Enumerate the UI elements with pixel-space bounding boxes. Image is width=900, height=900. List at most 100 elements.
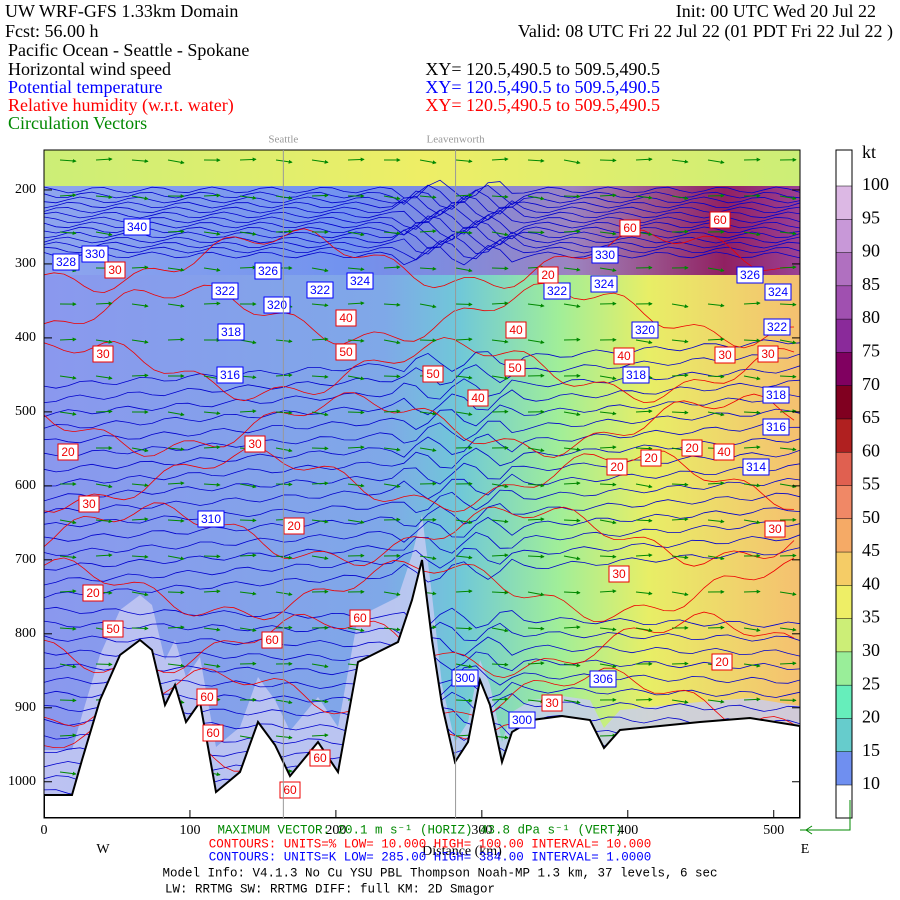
contour-label-box	[590, 275, 618, 293]
circulation-vector	[311, 519, 329, 524]
contour-label-box	[279, 781, 301, 799]
contour-label-box	[467, 389, 489, 407]
circulation-vector	[779, 339, 797, 345]
circulation-vector	[347, 375, 365, 381]
forecast-hour: Fcst: 56.00 h	[5, 21, 99, 41]
contour-label: 50	[339, 345, 353, 359]
circulation-vector	[311, 733, 329, 738]
colorbar-band	[836, 618, 852, 652]
colorbar-band	[836, 252, 852, 286]
circulation-vector	[383, 339, 401, 345]
circulation-vector	[491, 662, 509, 667]
circulation-vector	[599, 663, 617, 669]
circulation-vector	[95, 157, 113, 162]
circulation-vector	[419, 447, 437, 453]
circulation-vector	[599, 231, 617, 236]
contour-label-box	[261, 631, 283, 649]
circulation-vector	[347, 519, 365, 525]
contour-label-box	[757, 345, 779, 363]
circulation-vector	[275, 373, 293, 378]
circulation-vector	[671, 410, 689, 415]
contour-label: 60	[200, 690, 214, 704]
colorbar-band	[836, 319, 852, 353]
circulation-vector	[491, 339, 509, 344]
circulation-vector	[743, 445, 761, 450]
contour-label-box	[202, 724, 224, 742]
circulation-vector	[59, 231, 77, 236]
circulation-vector	[671, 339, 689, 344]
isentrope	[44, 214, 800, 236]
colorbar-band	[836, 718, 852, 752]
circulation-vector	[779, 265, 797, 270]
contour-label-box	[504, 359, 526, 377]
west-label: W	[96, 842, 110, 857]
circulation-vector	[563, 267, 581, 272]
circulation-vector	[455, 337, 473, 342]
circulation-vector	[527, 626, 545, 631]
circulation-vector	[311, 411, 329, 417]
circulation-vector	[347, 157, 365, 162]
field-section: XY= 120.5,490.5 to 509.5,490.5	[425, 95, 660, 115]
colorbar-band	[836, 385, 852, 419]
contour-label: 30	[612, 567, 626, 581]
circulation-vector	[275, 735, 293, 740]
contour-label-box	[123, 218, 151, 236]
contour-label-box	[619, 219, 641, 237]
init-time: Init: 00 UTC Wed 20 Jul 22	[676, 1, 876, 21]
contour-label-box	[283, 517, 305, 535]
colorbar-band	[836, 685, 852, 719]
circulation-vector	[167, 625, 185, 630]
circulation-vector	[563, 518, 581, 523]
colorbar-tick-label: 20	[862, 707, 880, 727]
circulation-vector	[527, 699, 545, 704]
circulation-vector	[203, 589, 221, 594]
contour-label-box	[81, 245, 109, 263]
isentrope	[44, 209, 800, 230]
colorbar-tick-label: 55	[862, 474, 880, 494]
circulation-vector	[671, 482, 689, 487]
contour-label: 40	[339, 311, 353, 325]
circulation-vector	[743, 301, 761, 306]
circulation-vector	[383, 409, 401, 414]
colorbar-band	[836, 352, 852, 386]
circulation-vector	[311, 337, 329, 342]
contour-label: 320	[635, 323, 655, 337]
terrain	[44, 559, 800, 818]
contour-label-box	[346, 272, 374, 290]
circulation-vector	[311, 374, 329, 379]
circulation-vector	[311, 481, 329, 486]
circulation-vector	[635, 409, 653, 414]
circulation-vector	[347, 627, 365, 633]
circulation-vector	[707, 411, 725, 417]
east-label: E	[801, 842, 810, 857]
circulation-vector	[491, 157, 509, 162]
contour-label: 20	[610, 460, 624, 474]
circulation-vector	[707, 699, 725, 704]
contour-label-box	[216, 366, 244, 384]
contour-label: 40	[617, 349, 631, 363]
y-tick-label: 500	[15, 404, 36, 419]
colorbar-label: kt	[862, 142, 876, 162]
circulation-vector	[131, 339, 149, 344]
x-tick-label: 500	[763, 823, 784, 838]
circulation-vector	[527, 591, 545, 597]
circulation-vector	[383, 302, 401, 307]
circulation-vector	[707, 374, 725, 379]
contour-label-box	[335, 309, 357, 327]
colorbar-tick-label: 40	[862, 573, 880, 593]
circulation-vector	[167, 159, 185, 165]
circulation-vector	[59, 771, 77, 776]
circulation-vector	[671, 591, 689, 597]
circulation-vector	[599, 193, 617, 198]
subtitle: Pacific Ocean - Seattle - Spokane	[8, 40, 249, 60]
circulation-vector	[131, 195, 149, 201]
circulation-vector	[419, 411, 437, 416]
circulation-vector	[599, 445, 617, 450]
circulation-vector	[59, 626, 77, 631]
x-tick-label: 200	[325, 823, 346, 838]
contour-label: 328	[56, 255, 76, 269]
circulation-vector	[491, 194, 509, 199]
contour-label: 306	[593, 672, 613, 686]
circulation-vector	[167, 229, 185, 234]
circulation-vector	[59, 193, 77, 198]
